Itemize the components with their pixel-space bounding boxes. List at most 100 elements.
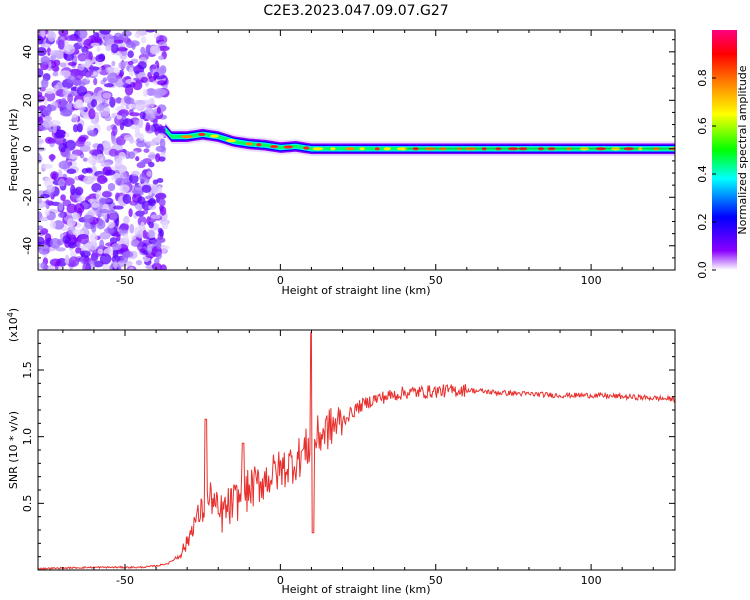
x-tick-label: 100 xyxy=(581,574,602,587)
noise-blob xyxy=(122,118,134,127)
noise-blob xyxy=(122,193,132,204)
noise-blob xyxy=(99,30,111,35)
noise-blob xyxy=(156,185,163,194)
noise-blob xyxy=(38,115,44,125)
noise-blob xyxy=(135,156,140,162)
signal-peak xyxy=(303,146,310,150)
noise-blob xyxy=(131,185,144,195)
noise-blob xyxy=(62,235,71,244)
noise-blob xyxy=(72,229,84,236)
noise-blob xyxy=(155,153,161,163)
noise-blob xyxy=(84,71,92,78)
noise-blob xyxy=(128,208,133,218)
noise-blob xyxy=(84,242,92,251)
noise-blob xyxy=(112,125,118,136)
noise-blob xyxy=(118,61,127,70)
noise-blob xyxy=(44,209,50,216)
snr-panel: -50 0 50 100 0.5 1.0 1.5 Height of straight li… xyxy=(6,308,676,596)
noise-blob xyxy=(129,137,134,144)
noise-blob xyxy=(139,159,146,166)
noise-blob xyxy=(128,173,139,184)
noise-blob xyxy=(116,47,128,52)
noise-blob xyxy=(74,81,86,87)
noise-blob xyxy=(116,115,123,120)
noise-blob xyxy=(58,160,71,170)
noise-blob xyxy=(102,262,109,270)
noise-blob xyxy=(115,217,120,227)
noise-blob xyxy=(111,255,121,264)
noise-blob xyxy=(148,221,154,229)
y-tick-label: 1.0 xyxy=(21,428,34,446)
noise-blob xyxy=(40,55,51,65)
noise-blob xyxy=(87,129,97,137)
noise-blob xyxy=(83,214,94,223)
noise-blob xyxy=(104,34,115,46)
noise-blob xyxy=(153,257,160,265)
noise-blob xyxy=(141,36,147,44)
noise-blob xyxy=(82,262,88,270)
noise-blob xyxy=(67,61,77,66)
noise-blob xyxy=(40,261,47,270)
noise-blob xyxy=(127,60,134,66)
noise-blob xyxy=(75,247,82,254)
noise-blob xyxy=(70,184,76,196)
colorbar-tick-label: 0.4 xyxy=(696,165,709,183)
x-tick-label: 100 xyxy=(581,274,602,287)
noise-blob xyxy=(41,78,49,89)
noise-blob xyxy=(142,209,149,215)
noise-blob xyxy=(134,32,141,39)
noise-blob xyxy=(49,258,62,267)
spectrogram-panel: -50 0 50 100 -40 -20 0 20 40 Height of straight … xyxy=(7,29,676,297)
noise-blob xyxy=(122,250,134,258)
noise-blob xyxy=(42,120,54,128)
noise-blob xyxy=(109,213,118,221)
noise-blob xyxy=(161,221,169,230)
noise-blob xyxy=(159,204,164,212)
noise-blob xyxy=(87,155,99,165)
signal-peak xyxy=(210,134,219,138)
colorbar-tick-label: 0.2 xyxy=(696,213,709,231)
noise-blob xyxy=(121,83,132,88)
noise-blob xyxy=(102,141,111,149)
noise-blob xyxy=(41,163,53,169)
noise-blob xyxy=(38,138,44,144)
noise-blob xyxy=(68,256,80,267)
noise-blob xyxy=(153,71,160,78)
noise-blob xyxy=(109,237,118,244)
noise-blob xyxy=(135,259,143,266)
noise-blob xyxy=(94,95,101,102)
noise-blob xyxy=(117,260,127,268)
noise-blob xyxy=(158,55,165,61)
noise-blob xyxy=(87,198,99,204)
spectrogram-ylabel: Frequency (Hz) xyxy=(7,109,20,192)
signal-peak xyxy=(374,147,380,151)
snr-content xyxy=(38,332,675,570)
noise-blob xyxy=(83,93,93,104)
noise-blob xyxy=(113,39,124,44)
noise-blob xyxy=(128,112,141,117)
noise-blob xyxy=(77,53,88,62)
colorbar-tick-label: 0.8 xyxy=(696,69,709,87)
spectrogram-ticks: -50 0 50 100 -40 -20 0 20 40 xyxy=(21,30,675,287)
noise-blob xyxy=(43,115,53,122)
y-tick-label: 0.5 xyxy=(21,495,34,513)
noise-blob xyxy=(119,222,130,231)
noise-blob xyxy=(127,103,138,109)
noise-blob xyxy=(143,148,150,153)
y-tick-label: -40 xyxy=(21,237,34,255)
noise-blob xyxy=(107,221,115,229)
noise-blob xyxy=(98,209,111,214)
noise-blob xyxy=(136,141,147,148)
noise-blob xyxy=(140,76,148,83)
noise-blob xyxy=(58,202,64,211)
noise-blob xyxy=(145,30,156,33)
noise-blob xyxy=(129,124,141,130)
noise-blob xyxy=(40,30,46,38)
noise-blob xyxy=(156,192,167,200)
noise-blob xyxy=(89,64,94,76)
noise-blob xyxy=(140,46,146,55)
noise-blob xyxy=(72,212,81,220)
noise-blob xyxy=(93,36,102,43)
noise-blob xyxy=(43,200,55,205)
